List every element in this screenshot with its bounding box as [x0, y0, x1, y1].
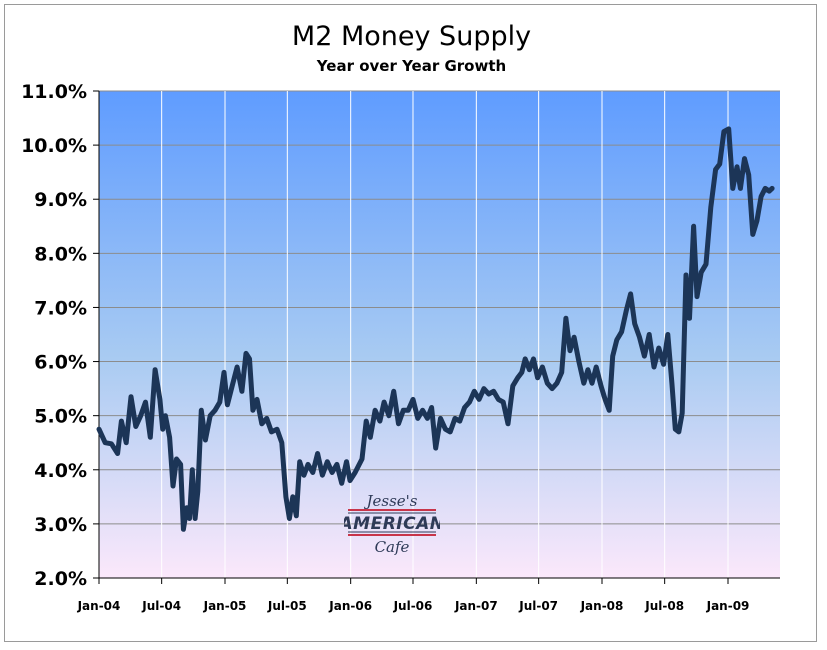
axes — [98, 91, 780, 579]
x-tick-label: Jul-07 — [518, 599, 558, 613]
y-tick-label: 6.0% — [34, 352, 87, 374]
x-tick-label: Jul-06 — [393, 599, 433, 613]
y-tick-label: 2.0% — [34, 568, 87, 590]
watermark-line1: Jesse's — [364, 492, 418, 510]
x-tick-label: Jul-05 — [267, 599, 307, 613]
y-tick-label: 10.0% — [21, 135, 87, 157]
x-tick-label: Jan-09 — [706, 599, 750, 613]
y-tick-label: 7.0% — [34, 297, 87, 319]
jesses-american-cafe-logo: Jesse's AMERICAN Cafe — [344, 492, 440, 556]
m2-growth-series-line — [96, 126, 775, 532]
y-tick-label: 4.0% — [34, 460, 87, 482]
y-tick-label: 8.0% — [34, 243, 87, 265]
y-tick-label: 9.0% — [34, 189, 87, 211]
x-tick-label: Jan-04 — [77, 599, 121, 613]
x-tick-label: Jul-04 — [141, 599, 181, 613]
y-tick-label: 3.0% — [34, 514, 87, 536]
chart-subtitle: Year over Year Growth — [316, 57, 507, 75]
y-tick-label: 5.0% — [34, 406, 87, 428]
y-tick-label: 11.0% — [21, 81, 87, 103]
x-tick-label: Jan-07 — [454, 599, 498, 613]
horizontal-gridlines — [99, 90, 780, 525]
x-tick-label: Jan-06 — [328, 599, 372, 613]
y-axis-ticks: 2.0% 3.0% 4.0% 5.0% 6.0% 7.0% 8.0% 9.0% 10.0% 11.… — [21, 81, 99, 590]
watermark-line2: AMERICAN — [344, 514, 440, 534]
x-tick-label: Jan-05 — [203, 599, 247, 613]
watermark-line3: Cafe — [375, 538, 410, 556]
chart-title: M2 Money Supply — [291, 21, 532, 52]
x-axis-ticks: Jan-04 Jul-04 Jan-05 Jul-05 Jan-06 Jul-06 Jan-… — [77, 578, 750, 613]
x-tick-label: Jul-08 — [644, 599, 684, 613]
vertical-gridlines — [161, 91, 729, 578]
x-tick-label: Jan-08 — [580, 599, 624, 613]
